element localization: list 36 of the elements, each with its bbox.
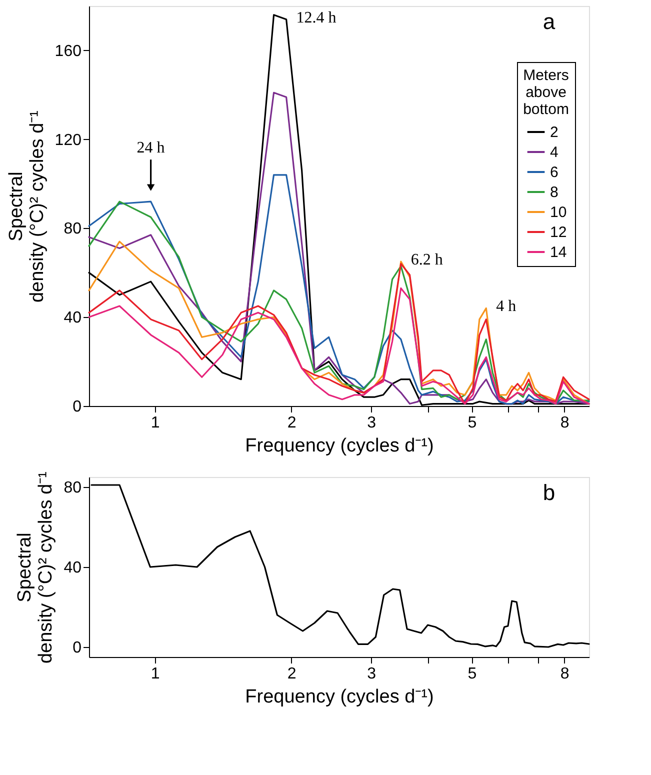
x-tick-label: 2 bbox=[287, 414, 296, 432]
x-tick-label: 5 bbox=[468, 414, 477, 432]
legend-label: 14 bbox=[550, 244, 567, 261]
legend-label: 6 bbox=[550, 164, 558, 181]
legend-label: 10 bbox=[550, 204, 567, 221]
y-tick-label: 40 bbox=[64, 560, 82, 576]
y-axis-title: Spectral density (°C)² cycles d⁻¹ bbox=[14, 471, 57, 664]
y-tick-label: 0 bbox=[72, 640, 82, 656]
y-tick-label: 40 bbox=[64, 310, 82, 327]
x-axis-title: Frequency (cycles d⁻¹) bbox=[245, 686, 434, 708]
y-axis-title: Spectral density (°C)² cycles d⁻¹ bbox=[6, 110, 48, 303]
annotation: a bbox=[542, 9, 556, 34]
x-tick-label: 3 bbox=[367, 666, 376, 682]
y-tick-label: 80 bbox=[64, 480, 82, 496]
annotation: 6.2 h bbox=[410, 252, 443, 269]
legend-title: Meters above bottom bbox=[523, 67, 569, 118]
x-axis-title: Frequency (cycles d⁻¹) bbox=[245, 436, 434, 456]
x-tick-label: 8 bbox=[560, 414, 570, 432]
y-tick-label: 80 bbox=[64, 220, 82, 238]
x-tick-label: 5 bbox=[468, 666, 477, 682]
y-tick-label: 160 bbox=[54, 42, 82, 60]
y-tick-label: 120 bbox=[54, 132, 82, 149]
annotation: b bbox=[542, 480, 556, 505]
annotation: 4 h bbox=[496, 298, 516, 316]
legend-label: 2 bbox=[550, 124, 558, 141]
y-tick-label: 0 bbox=[72, 398, 82, 416]
x-tick-label: 1 bbox=[150, 414, 160, 432]
x-tick-label: 2 bbox=[287, 666, 296, 682]
x-tick-label: 1 bbox=[150, 666, 160, 682]
legend-label: 8 bbox=[550, 184, 558, 201]
x-tick-label: 3 bbox=[367, 414, 376, 432]
legend-label: 12 bbox=[550, 224, 567, 241]
annotation: 12.4 h bbox=[296, 9, 336, 26]
annotation: 24 h bbox=[136, 140, 165, 157]
legend-label: 4 bbox=[550, 144, 558, 161]
x-tick-label: 8 bbox=[560, 666, 570, 682]
